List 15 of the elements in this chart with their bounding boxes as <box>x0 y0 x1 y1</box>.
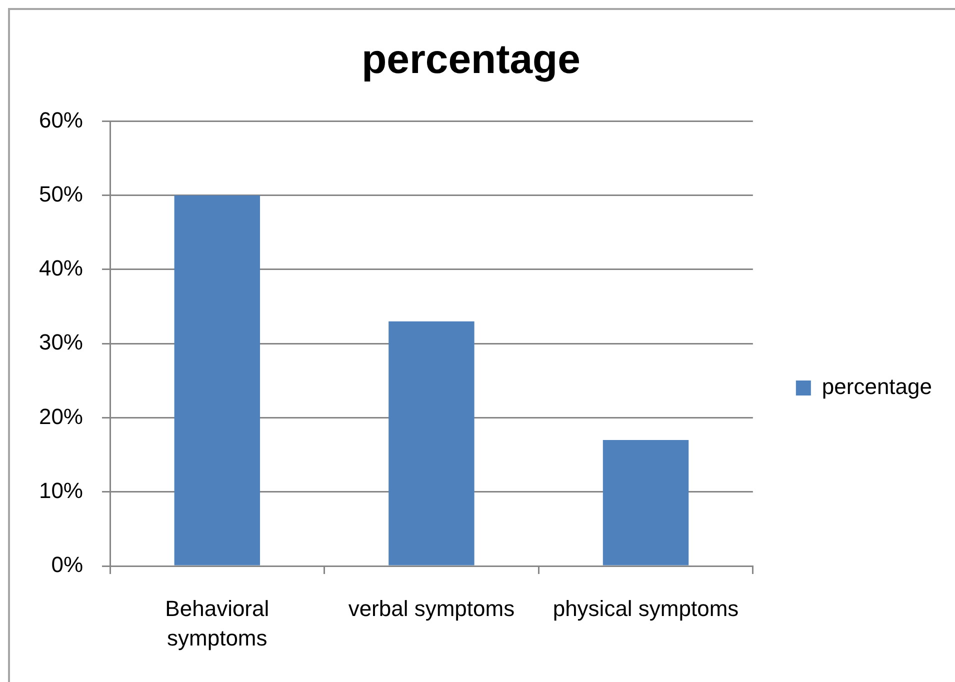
x-tick-label: physical symptoms <box>552 596 739 621</box>
y-tick-label: 20% <box>38 404 83 429</box>
y-tick-label: 60% <box>38 107 83 132</box>
legend-label: percentage <box>822 374 932 400</box>
y-tick-label: 50% <box>38 181 83 206</box>
y-tick-label: 30% <box>38 330 83 355</box>
chart-title: percentage <box>362 36 580 82</box>
bar <box>388 321 474 566</box>
y-tick-label: 40% <box>38 256 83 281</box>
y-tick-label: 0% <box>51 552 83 578</box>
bar <box>174 195 260 566</box>
bar <box>602 440 689 566</box>
x-tick-label: verbal symptoms <box>348 596 515 621</box>
x-tick-label: Behavioral symptoms <box>165 596 270 651</box>
y-tick-label: 10% <box>38 478 83 503</box>
